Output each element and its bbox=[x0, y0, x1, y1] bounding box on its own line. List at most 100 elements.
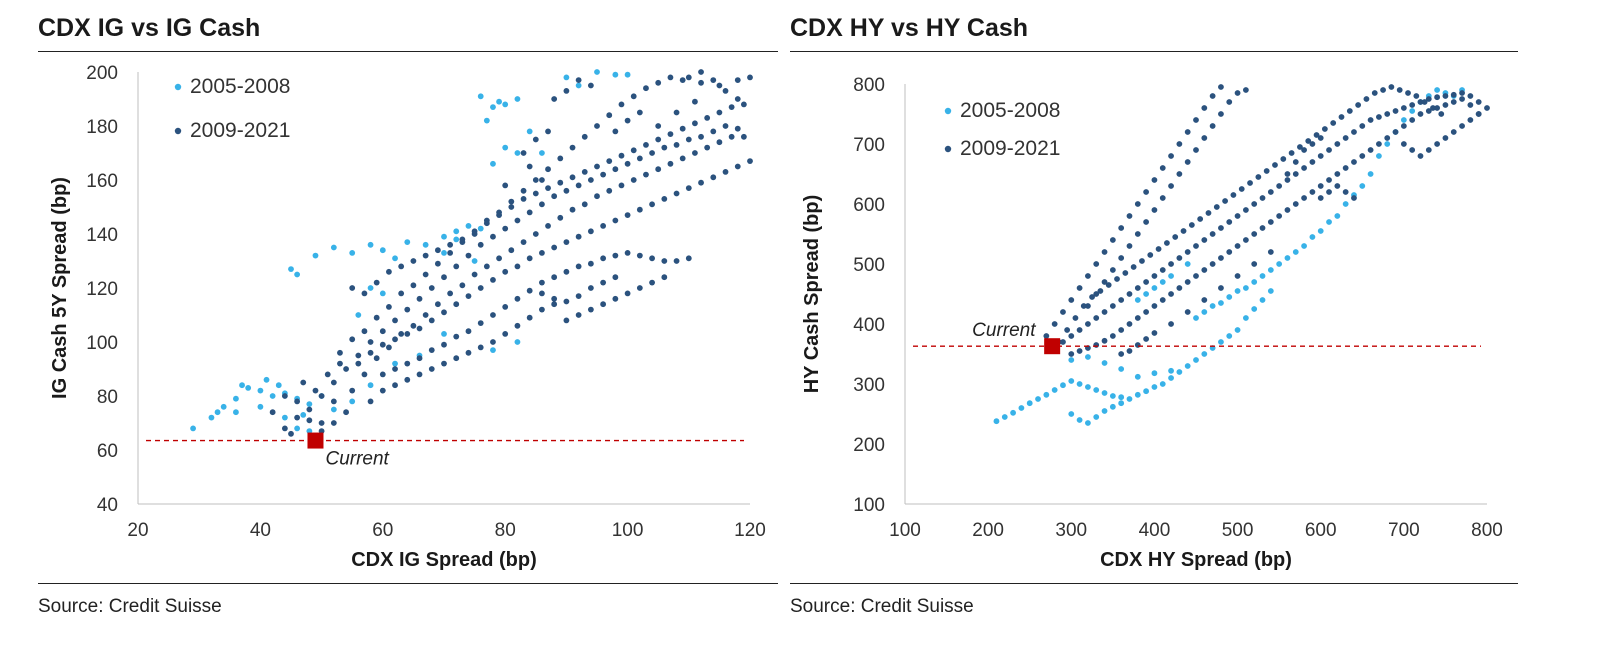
data-point bbox=[630, 93, 637, 100]
data-point bbox=[655, 123, 662, 129]
data-point bbox=[655, 79, 662, 86]
data-point bbox=[1176, 369, 1183, 375]
data-point bbox=[1459, 90, 1465, 96]
data-point bbox=[545, 185, 551, 192]
data-point bbox=[1434, 105, 1441, 111]
data-point bbox=[1396, 87, 1403, 93]
data-point bbox=[667, 74, 674, 81]
data-point bbox=[1467, 117, 1474, 123]
data-point bbox=[655, 166, 662, 173]
data-point bbox=[1334, 171, 1341, 177]
data-point bbox=[587, 177, 594, 183]
data-point bbox=[1093, 414, 1100, 420]
data-point bbox=[422, 252, 429, 259]
data-point bbox=[1442, 102, 1449, 108]
data-point bbox=[306, 401, 313, 407]
data-point bbox=[1193, 117, 1199, 123]
data-point bbox=[1226, 333, 1233, 339]
data-point bbox=[1442, 93, 1449, 99]
data-point bbox=[1101, 279, 1108, 285]
data-point bbox=[679, 77, 686, 83]
data-point bbox=[1413, 93, 1420, 99]
data-point bbox=[1151, 285, 1158, 291]
data-point bbox=[428, 366, 435, 372]
data-point bbox=[575, 82, 582, 89]
data-point bbox=[1234, 327, 1241, 333]
data-point bbox=[1392, 129, 1399, 135]
data-point bbox=[1026, 400, 1033, 407]
y-tick-label: 100 bbox=[853, 495, 885, 516]
data-point bbox=[612, 217, 619, 224]
data-point bbox=[502, 225, 509, 232]
data-point bbox=[447, 290, 454, 297]
data-point bbox=[594, 123, 600, 129]
x-tick-label: 100 bbox=[889, 520, 921, 541]
data-point bbox=[1417, 153, 1424, 159]
data-point bbox=[575, 293, 582, 299]
data-point bbox=[1168, 375, 1174, 381]
data-point bbox=[379, 341, 386, 348]
data-point bbox=[275, 382, 282, 389]
data-point bbox=[1068, 411, 1075, 417]
x-tick-label: 20 bbox=[127, 520, 148, 541]
data-point bbox=[1409, 108, 1416, 114]
y-axis-label: IG Cash 5Y Spread (bp) bbox=[49, 177, 71, 399]
data-point bbox=[1159, 267, 1166, 273]
data-point bbox=[1251, 261, 1258, 267]
data-point bbox=[379, 387, 386, 394]
data-point bbox=[673, 109, 680, 116]
data-point bbox=[1438, 111, 1445, 117]
data-point bbox=[496, 98, 502, 105]
data-point bbox=[410, 258, 417, 264]
data-point bbox=[398, 290, 405, 297]
data-point bbox=[1060, 309, 1066, 315]
data-point bbox=[1351, 195, 1357, 201]
data-point bbox=[1259, 273, 1266, 279]
data-point bbox=[404, 376, 411, 383]
data-point bbox=[587, 260, 594, 267]
data-point bbox=[1321, 126, 1328, 132]
data-point bbox=[1326, 147, 1332, 153]
data-point bbox=[1076, 381, 1083, 387]
data-point bbox=[1434, 94, 1441, 101]
data-point bbox=[330, 406, 337, 413]
data-point bbox=[355, 352, 362, 359]
data-point bbox=[1284, 171, 1291, 177]
data-point bbox=[233, 409, 239, 416]
data-point bbox=[508, 247, 515, 254]
data-point bbox=[600, 301, 607, 308]
data-point bbox=[404, 331, 411, 337]
y-tick-label: 600 bbox=[853, 195, 885, 216]
data-point bbox=[1218, 300, 1224, 306]
data-point bbox=[1076, 327, 1083, 333]
data-point bbox=[453, 355, 460, 362]
data-point bbox=[1080, 303, 1087, 309]
data-point bbox=[1201, 267, 1208, 273]
data-point bbox=[1035, 396, 1041, 402]
data-point bbox=[1459, 123, 1465, 129]
data-point bbox=[600, 255, 607, 262]
data-point bbox=[502, 101, 509, 108]
data-point bbox=[643, 85, 649, 92]
data-point bbox=[1143, 309, 1150, 315]
data-point bbox=[1267, 219, 1274, 225]
data-point bbox=[1134, 315, 1141, 321]
data-point bbox=[1126, 321, 1133, 327]
data-point bbox=[630, 177, 637, 183]
data-point bbox=[1176, 285, 1183, 291]
data-point bbox=[1226, 99, 1233, 105]
data-point bbox=[1126, 348, 1133, 354]
data-point bbox=[483, 220, 490, 227]
data-point bbox=[490, 160, 496, 167]
data-point bbox=[624, 71, 631, 78]
data-point bbox=[1109, 393, 1116, 399]
y-tick-label: 800 bbox=[853, 75, 885, 96]
data-point bbox=[1359, 123, 1366, 129]
data-point bbox=[539, 306, 545, 313]
data-point bbox=[734, 96, 741, 102]
legend-label: 2009-2021 bbox=[960, 137, 1060, 160]
data-point bbox=[434, 247, 441, 254]
data-point bbox=[1201, 297, 1208, 303]
data-point bbox=[386, 268, 392, 275]
y-tick-label: 700 bbox=[853, 135, 885, 156]
